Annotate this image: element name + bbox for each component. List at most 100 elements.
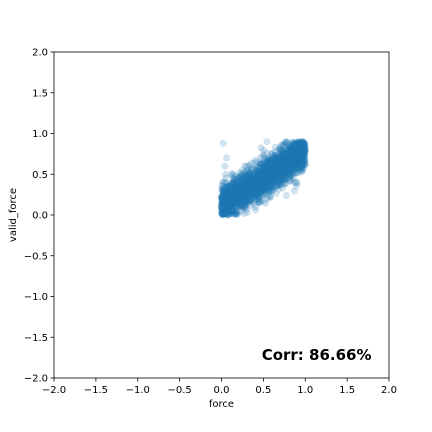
scatter-point (228, 194, 236, 202)
scatter-point (278, 158, 286, 166)
scatter-point (298, 148, 305, 156)
scatter-point (225, 189, 233, 197)
scatter-point (219, 195, 227, 203)
scatter-point (274, 180, 282, 188)
scatter-point (223, 185, 231, 193)
scatter-point (301, 153, 308, 160)
scatter-point (271, 168, 279, 176)
scatter-point (266, 166, 274, 174)
scatter-point (229, 185, 236, 193)
scatter-point (244, 190, 251, 198)
scatter-point (237, 190, 244, 198)
scatter-point (242, 181, 250, 189)
scatter-point (225, 206, 233, 214)
scatter-point (271, 164, 278, 172)
scatter-point (272, 177, 280, 185)
scatter-point (264, 174, 272, 182)
scatter-point (283, 150, 291, 158)
scatter-point (295, 140, 303, 147)
scatter-point (300, 147, 308, 155)
scatter-point (286, 162, 294, 170)
scatter-point (229, 194, 237, 202)
scatter-point (289, 158, 297, 166)
scatter-point (275, 146, 283, 154)
scatter-point (297, 142, 305, 150)
scatter-point (226, 195, 234, 203)
scatter-point (263, 168, 271, 176)
scatter-point (291, 154, 299, 162)
scatter-point (256, 189, 264, 197)
scatter-point (280, 154, 288, 162)
scatter-point (263, 167, 271, 175)
scatter-point (247, 188, 255, 196)
scatter-point (298, 155, 305, 163)
scatter-point (265, 187, 273, 195)
scatter-point (290, 148, 298, 156)
scatter-point (244, 180, 251, 188)
scatter-point (253, 175, 261, 183)
scatter-point (264, 164, 272, 172)
scatter-point (219, 200, 227, 208)
scatter-point (295, 142, 303, 150)
scatter-point (227, 191, 235, 199)
scatter-point (298, 141, 306, 149)
scatter-point (285, 168, 293, 176)
scatter-point (258, 172, 266, 180)
scatter-point (225, 204, 233, 212)
scatter-point (251, 180, 259, 188)
scatter-point (294, 148, 302, 156)
scatter-point (244, 180, 252, 188)
scatter-point (298, 158, 306, 166)
scatter-point (225, 201, 233, 208)
scatter-point (254, 171, 262, 179)
scatter-point (262, 179, 270, 187)
scatter-point (223, 203, 231, 211)
scatter-point (278, 168, 286, 176)
scatter-point (229, 198, 237, 206)
scatter-point (292, 165, 300, 173)
scatter-point (272, 182, 280, 190)
scatter-point (298, 152, 306, 159)
scatter-point (230, 176, 238, 184)
scatter-point (236, 198, 244, 206)
scatter-point (235, 184, 243, 191)
scatter-point (235, 182, 243, 190)
scatter-point (232, 203, 240, 210)
scatter-point (261, 165, 269, 173)
points-layer (218, 138, 309, 219)
scatter-point (251, 180, 259, 188)
scatter-point (275, 177, 283, 185)
scatter-point (247, 178, 254, 185)
scatter-point (269, 187, 277, 195)
scatter-point (284, 167, 292, 175)
scatter-point (283, 145, 291, 153)
scatter-point (291, 162, 299, 169)
scatter-point (233, 194, 241, 202)
scatter-point (261, 170, 269, 178)
scatter-point (254, 167, 261, 175)
scatter-point (266, 181, 274, 189)
scatter-point (248, 196, 256, 204)
scatter-point (257, 160, 265, 168)
scatter-point (294, 151, 302, 159)
scatter-point (278, 168, 286, 176)
scatter-point (264, 184, 272, 192)
scatter-point (288, 156, 295, 164)
scatter-point (271, 170, 279, 178)
scatter-point (236, 188, 244, 196)
scatter-point (254, 173, 262, 181)
scatter-point (233, 199, 241, 207)
scatter-point (269, 179, 277, 187)
scatter-point (247, 181, 255, 189)
scatter-point (229, 190, 237, 198)
scatter-point (276, 166, 284, 174)
scatter-point (296, 160, 303, 168)
scatter-point (261, 176, 269, 184)
scatter-point (288, 144, 296, 152)
scatter-point (222, 188, 230, 196)
scatter-point (294, 151, 302, 159)
scatter-point (219, 205, 227, 213)
scatter-point (222, 191, 230, 199)
scatter-point (222, 209, 229, 217)
